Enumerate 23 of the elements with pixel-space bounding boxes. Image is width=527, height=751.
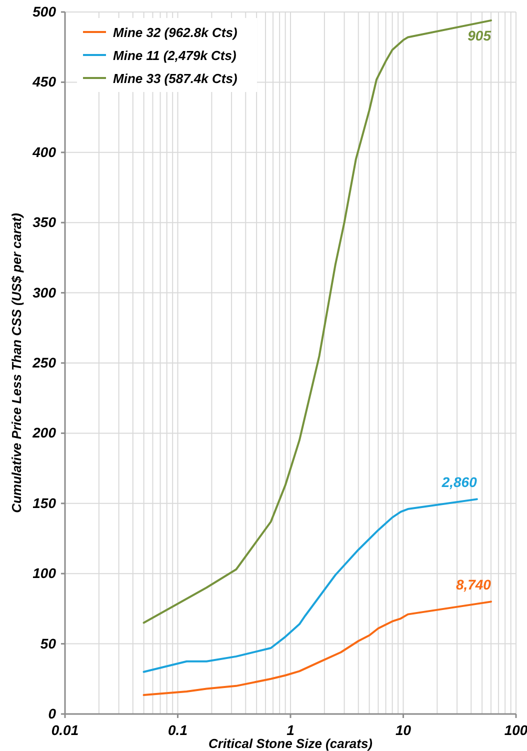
y-tick-label: 500 — [32, 3, 56, 20]
y-tick-label: 0 — [48, 705, 56, 722]
y-tick-label: 350 — [32, 214, 56, 230]
y-tick-label: 300 — [32, 284, 56, 300]
annotation: 905 — [468, 27, 492, 44]
legend-label: Mine 33 (587.4k Cts) — [113, 71, 238, 86]
y-tick-label: 50 — [40, 635, 56, 652]
y-tick-label: 100 — [32, 565, 56, 582]
x-tick-label: 10 — [395, 722, 412, 738]
y-tick-label: 400 — [32, 144, 56, 160]
legend-label: Mine 11 (2,479k Cts) — [113, 48, 236, 63]
y-tick-label: 200 — [32, 424, 56, 441]
y-tick-label: 450 — [32, 74, 56, 90]
annotation: 8,740 — [456, 576, 492, 593]
annotation: 2,860 — [440, 474, 478, 490]
y-tick-label: 150 — [32, 494, 56, 511]
y-axis-title: Cumulative Price Less Than CSS (US$ per carat) — [9, 213, 24, 513]
x-tick-label: 0.01 — [51, 722, 79, 738]
x-axis-title: Critical Stone Size (carats) — [208, 736, 372, 751]
legend-label: Mine 32 (962.8k Cts) — [113, 25, 238, 40]
x-tick-label: 1 — [286, 722, 295, 738]
y-tick-label: 250 — [32, 354, 56, 370]
x-tick-label: 0.1 — [168, 722, 188, 738]
